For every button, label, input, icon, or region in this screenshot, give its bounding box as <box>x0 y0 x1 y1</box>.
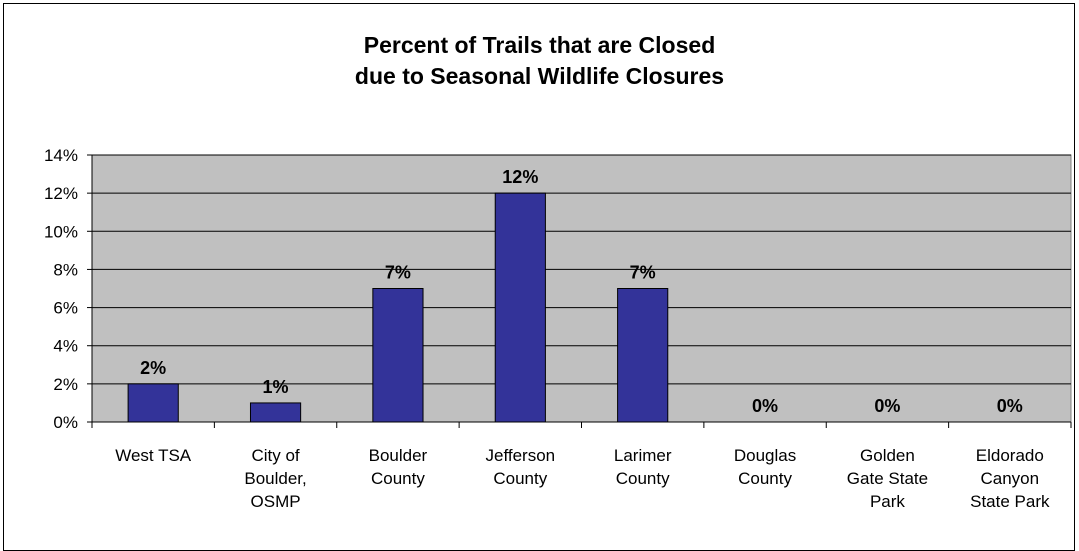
x-category-label: City of <box>251 446 299 465</box>
data-label: 7% <box>630 263 656 283</box>
x-category-label: Golden <box>860 446 915 465</box>
x-category-label: Douglas <box>734 446 796 465</box>
x-category-label: County <box>371 469 425 488</box>
data-label: 7% <box>385 263 411 283</box>
bar <box>617 288 669 423</box>
y-tick-label: 4% <box>53 337 78 356</box>
x-category-label: County <box>493 469 547 488</box>
bar <box>127 383 179 423</box>
bar <box>372 288 424 423</box>
x-category-label: Eldorado <box>976 446 1044 465</box>
y-tick-label: 10% <box>44 222 78 241</box>
y-tick-label: 2% <box>53 375 78 394</box>
x-category-label: Canyon <box>981 469 1040 488</box>
x-category-label: County <box>616 469 670 488</box>
bar <box>494 192 546 423</box>
y-tick-label: 8% <box>53 260 78 279</box>
x-category-label: State Park <box>970 492 1050 511</box>
data-label: 0% <box>997 396 1023 416</box>
x-category-label: Larimer <box>614 446 672 465</box>
chart-title-line-1: Percent of Trails that are Closed <box>363 32 716 58</box>
x-category-label: Jefferson <box>486 446 556 465</box>
chart-title: Percent of Trails that are Closed due to… <box>0 30 1079 92</box>
data-label: 0% <box>874 396 900 416</box>
y-tick-label: 0% <box>53 413 78 432</box>
chart-title-line-2: due to Seasonal Wildlife Closures <box>354 63 725 89</box>
y-tick-label: 6% <box>53 299 78 318</box>
x-category-label: OSMP <box>251 492 301 511</box>
y-tick-label: 14% <box>44 146 78 165</box>
x-category-label: Park <box>870 492 905 511</box>
data-label: 1% <box>263 377 289 397</box>
x-category-label: Gate State <box>847 469 928 488</box>
x-category-label: County <box>738 469 792 488</box>
x-category-label: Boulder <box>369 446 428 465</box>
data-label: 0% <box>752 396 778 416</box>
data-label: 2% <box>140 358 166 378</box>
bar <box>249 402 302 423</box>
y-tick-label: 12% <box>44 184 78 203</box>
data-label: 12% <box>502 167 538 187</box>
plot-area <box>91 154 1072 423</box>
x-category-label: Boulder, <box>244 469 306 488</box>
x-category-label: West TSA <box>115 446 192 465</box>
